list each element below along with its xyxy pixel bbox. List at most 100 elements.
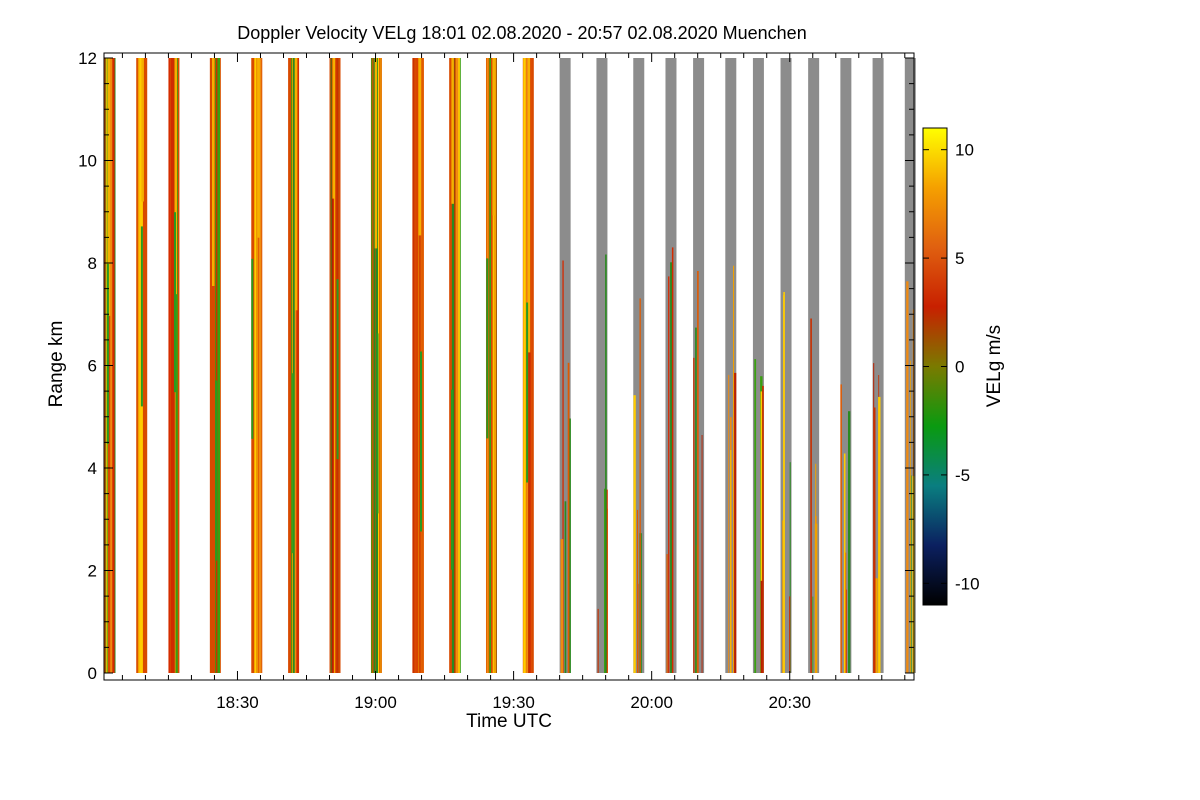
scan-stripe xyxy=(843,453,846,673)
scan-stripe xyxy=(875,578,878,673)
scan-stripe xyxy=(254,58,257,673)
scan-stripe xyxy=(605,489,608,673)
scan-stripe xyxy=(560,539,564,673)
scan-stripe xyxy=(604,488,606,673)
scan-stripe xyxy=(215,58,218,673)
scan-stripe xyxy=(336,279,339,460)
scan-stripe xyxy=(217,58,220,673)
scan-stripe xyxy=(296,58,299,673)
scan-stripe xyxy=(605,254,607,673)
scan-stripe xyxy=(878,396,881,673)
y-tick-label: 4 xyxy=(88,459,97,478)
scan-stripe xyxy=(215,380,218,561)
colorbar-ticks: 10 5 0 -5 -10 xyxy=(923,141,980,593)
scan-stripe xyxy=(734,372,737,673)
scan-column xyxy=(168,58,180,673)
scan-stripe xyxy=(633,395,636,673)
scan-column xyxy=(596,58,608,673)
scan-stripe xyxy=(292,373,295,554)
scan-stripe xyxy=(140,226,143,407)
scan-stripe xyxy=(371,58,373,673)
scan-stripe xyxy=(293,58,295,673)
scan-stripe xyxy=(373,58,376,673)
scan-stripe xyxy=(845,589,847,673)
scan-column-base xyxy=(872,58,884,673)
scan-column xyxy=(251,58,263,673)
scan-column xyxy=(665,58,677,673)
x-tick-label: 19:00 xyxy=(354,693,397,712)
scan-stripe xyxy=(489,58,491,673)
scan-stripe xyxy=(639,298,641,673)
scan-column-base xyxy=(596,58,608,673)
scan-stripe xyxy=(174,58,177,295)
x-axis-label: Time UTC xyxy=(466,711,552,732)
scan-stripe xyxy=(251,258,254,439)
scan-stripe xyxy=(812,596,814,673)
plot-frame xyxy=(103,52,915,681)
scan-column xyxy=(808,58,820,673)
x-tick-label: 18:30 xyxy=(216,693,259,712)
scan-column xyxy=(209,58,221,673)
scan-stripe xyxy=(636,509,639,673)
scan-stripe xyxy=(171,58,173,673)
scan-stripe xyxy=(523,58,526,673)
scan-stripe xyxy=(670,262,673,673)
y-tick-label: 2 xyxy=(88,562,97,581)
scan-stripe xyxy=(416,58,418,673)
scan-stripe xyxy=(333,58,335,673)
scan-stripe xyxy=(458,58,460,673)
chart-title: Doppler Velocity VELg 18:01 02.08.2020 -… xyxy=(237,23,806,43)
scan-column-base xyxy=(725,58,737,673)
scan-stripe xyxy=(141,58,144,202)
scan-stripe xyxy=(412,58,415,673)
scan-stripe xyxy=(528,58,531,673)
scan-stripe xyxy=(291,58,293,673)
x-axis: 18:30 19:00 19:30 20:00 20:30 xyxy=(121,53,906,712)
colorbar-tick-label: -10 xyxy=(955,574,980,593)
scan-column xyxy=(840,58,852,673)
scan-column xyxy=(370,58,382,673)
scan-stripe xyxy=(294,58,298,311)
scan-stripe xyxy=(760,580,763,673)
colorbar-tick-label: 5 xyxy=(955,249,964,268)
scan-stripe xyxy=(564,501,567,673)
scan-stripe xyxy=(671,247,674,673)
scan-stripe xyxy=(666,554,668,673)
colorbar-label: VELg m/s xyxy=(984,325,1005,407)
scan-stripe xyxy=(492,58,494,673)
scan-stripe xyxy=(373,58,375,673)
scan-stripe xyxy=(258,58,262,673)
scan-column xyxy=(136,58,148,673)
y-axis: 0 2 4 6 8 10 12 xyxy=(78,49,914,683)
scan-stripe xyxy=(168,58,170,673)
scan-stripe xyxy=(451,58,455,673)
y-tick-label: 0 xyxy=(88,664,97,683)
y-tick-label: 12 xyxy=(78,49,97,68)
scan-stripe xyxy=(257,58,260,238)
scan-column xyxy=(780,58,792,673)
scan-stripe xyxy=(733,265,735,673)
scan-stripe xyxy=(530,58,532,673)
scan-column xyxy=(872,58,884,673)
scan-stripe xyxy=(693,357,695,673)
scan-stripe xyxy=(421,58,424,673)
scan-stripe xyxy=(451,389,453,570)
scan-stripe xyxy=(139,58,141,673)
scan-stripe xyxy=(815,463,817,673)
scan-stripe xyxy=(294,58,297,673)
scan-stripe xyxy=(374,58,378,249)
scan-stripe xyxy=(106,263,109,444)
scan-stripe xyxy=(567,362,570,673)
scan-stripe xyxy=(695,327,697,673)
scan-stripe xyxy=(137,58,139,673)
scan-column xyxy=(329,58,341,673)
scan-column xyxy=(449,58,461,673)
scan-column xyxy=(725,58,737,673)
scan-stripe xyxy=(760,391,763,673)
scan-stripe xyxy=(332,58,335,199)
scan-stripe xyxy=(730,450,732,673)
scan-column xyxy=(485,58,497,673)
scan-stripe xyxy=(840,384,842,673)
scan-stripe xyxy=(910,475,912,673)
scan-column-base xyxy=(633,58,645,673)
